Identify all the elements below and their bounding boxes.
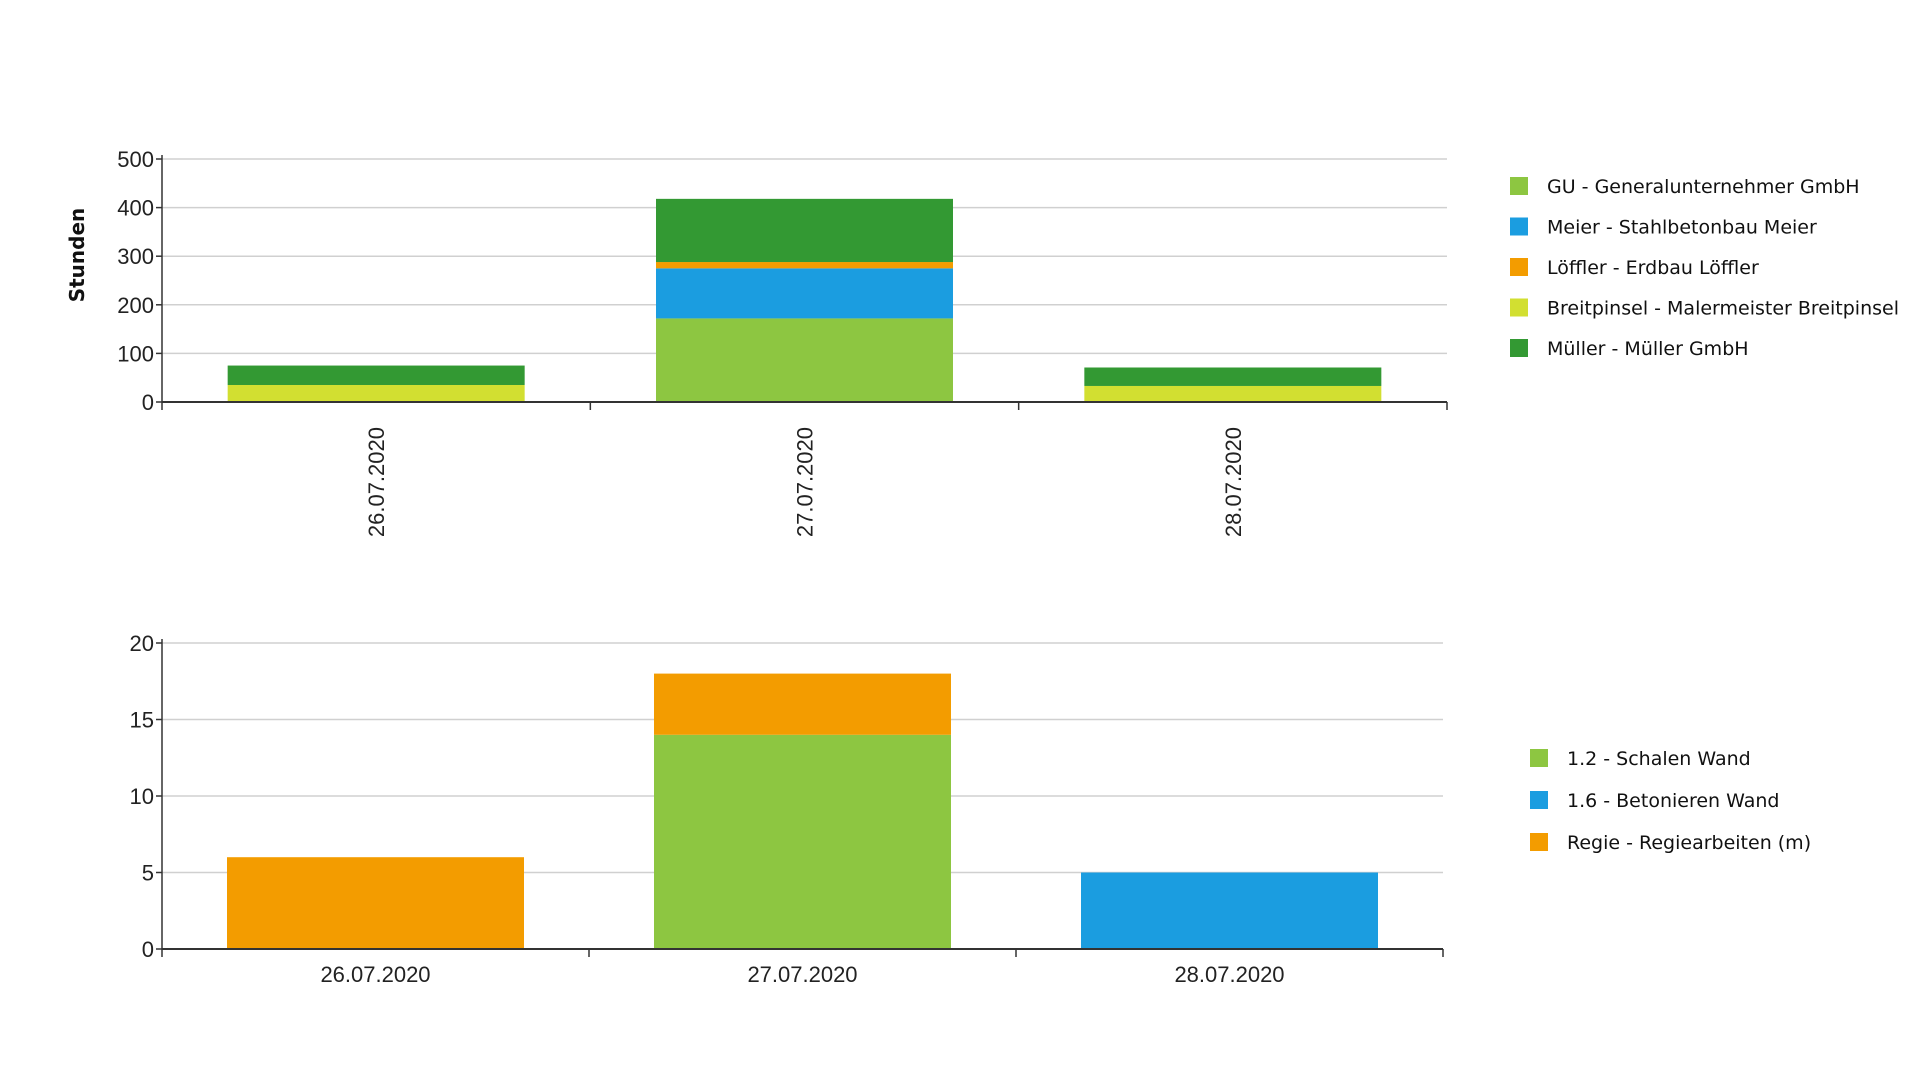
chart2-bar-2-series-3 (654, 673, 951, 735)
chart1-y-tick-label: 500 (117, 147, 154, 172)
chart1-y-tick-label: 200 (117, 293, 154, 318)
chart2-legend-label: 1.6 - Betonieren Wand (1567, 790, 1779, 812)
chart1-legend-swatch (1510, 217, 1528, 236)
chart1-x-tick-label: 26.07.2020 (364, 427, 389, 537)
chart2-y-tick-label: 10 (130, 784, 154, 809)
chart1-y-tick-label: 300 (117, 244, 154, 269)
chart1-legend-label: Breitpinsel - Malermeister Breitpinsel (1547, 298, 1899, 320)
chart2-legend-label: Regie - Regiearbeiten (m) (1567, 832, 1811, 854)
chart1-y-tick-label: 0 (142, 390, 154, 415)
chart2-y-tick-label: 20 (130, 631, 154, 656)
chart1-legend-swatch (1510, 339, 1528, 357)
chart2-legend-label: 1.2 - Schalen Wand (1567, 748, 1751, 770)
chart2-y-tick-label: 0 (142, 937, 154, 962)
chart1-legend-label: GU - Generalunternehmer GmbH (1547, 176, 1860, 198)
chart2-y-tick-label: 5 (142, 861, 154, 886)
chart2-x-tick-label: 28.07.2020 (1174, 962, 1284, 987)
chart2-y-tick-label: 15 (130, 708, 154, 733)
chart1-legend-swatch (1510, 298, 1528, 317)
chart2-x-tick-label: 26.07.2020 (320, 962, 430, 987)
chart1-bar-3-series-4 (1084, 385, 1382, 402)
chart1-bar-2-series-3 (656, 262, 953, 269)
chart2-bar-3-series-2 (1081, 872, 1378, 949)
chart2-legend-swatch (1530, 749, 1548, 767)
chart1-bar-1-series-4 (227, 384, 525, 402)
chart1-y-axis-label: Stunden (65, 208, 89, 303)
chart2-x-tick-label: 27.07.2020 (747, 962, 857, 987)
chart2-legend-swatch (1530, 791, 1548, 809)
chart1-legend-swatch (1510, 177, 1528, 195)
chart1-x-tick-label: 28.07.2020 (1221, 427, 1246, 537)
chart1-legend-label: Löffler - Erdbau Löffler (1547, 257, 1759, 279)
chart1-bar-3-series-5 (1084, 367, 1382, 386)
chart1-legend-label: Müller - Müller GmbH (1547, 338, 1749, 360)
chart2-bar-2-series-1 (654, 734, 951, 949)
chart1-bar-1-series-5 (227, 365, 525, 385)
chart2-legend-swatch (1530, 833, 1548, 851)
chart1-legend-label: Meier - Stahlbetonbau Meier (1547, 217, 1817, 239)
chart1-bar-2-series-5 (656, 198, 953, 263)
chart1-bar-2-series-2 (656, 268, 953, 319)
chart1-y-tick-label: 100 (117, 341, 154, 366)
chart1-bar-2-series-1 (656, 318, 953, 402)
chart1-legend-swatch (1510, 258, 1528, 276)
chart1-y-tick-label: 400 (117, 196, 154, 221)
chart1-x-tick-label: 27.07.2020 (793, 427, 818, 537)
chart2-bar-1-series-3 (227, 857, 524, 949)
